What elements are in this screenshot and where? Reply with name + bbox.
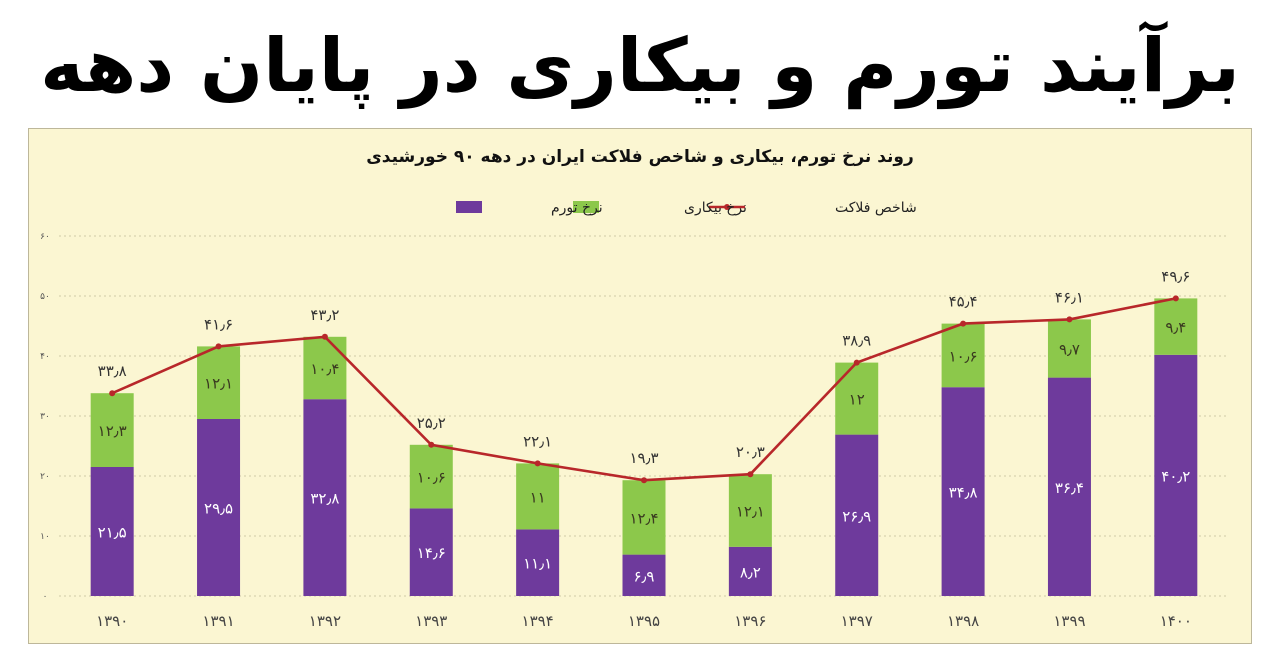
x-tick-label: ۱۳۹۴ xyxy=(522,612,554,630)
bar-unemployment xyxy=(90,393,134,467)
data-label-misery: ۴۹٫۶ xyxy=(1161,267,1190,285)
bar-unemployment xyxy=(728,474,772,547)
bar-unemployment xyxy=(1154,298,1198,355)
bar-inflation xyxy=(516,529,560,596)
page-headline: برآیند تورم و بیکاری در پایان دهه xyxy=(40,23,1240,109)
data-label-unemployment: ۱۰٫۴ xyxy=(310,360,339,378)
data-label-inflation: ۳۶٫۴ xyxy=(1055,479,1084,497)
data-label-inflation: ۶٫۹ xyxy=(634,567,655,585)
data-label-inflation: ۱۱٫۱ xyxy=(523,555,552,573)
data-label-unemployment: ۱۲٫۱ xyxy=(204,375,233,393)
point-misery-index xyxy=(641,477,647,484)
point-misery-index xyxy=(534,460,541,467)
x-tick-label: ۱۳۹۰ xyxy=(96,612,128,630)
legend-swatch-unemployment xyxy=(573,201,599,213)
data-label-unemployment: ۱۲٫۱ xyxy=(736,503,765,521)
data-label-inflation: ۲۹٫۵ xyxy=(204,500,233,518)
data-label-inflation: ۳۲٫۸ xyxy=(310,490,339,508)
data-label-inflation: ۸٫۲ xyxy=(740,563,761,581)
bar-unemployment xyxy=(941,323,985,388)
bar-inflation xyxy=(1047,377,1091,596)
x-tick-label: ۱۳۹۲ xyxy=(309,612,341,630)
y-tick-label: ۰ xyxy=(43,592,48,602)
y-tick-label: ۱۰ xyxy=(40,532,50,542)
point-misery-index xyxy=(428,441,435,448)
data-label-misery: ۲۰٫۳ xyxy=(736,443,765,461)
data-label-inflation: ۲۱٫۵ xyxy=(98,524,127,542)
bar-inflation xyxy=(1154,354,1198,596)
bar-inflation xyxy=(90,467,134,596)
bar-unemployment xyxy=(835,362,879,435)
data-label-misery: ۳۳٫۸ xyxy=(98,362,127,380)
bar-unemployment xyxy=(516,463,560,530)
data-label-misery: ۴۳٫۲ xyxy=(310,306,339,324)
point-misery-index xyxy=(1066,316,1073,323)
x-tick-label: ۱۴۰۰ xyxy=(1160,612,1192,630)
data-label-unemployment: ۱۰٫۶ xyxy=(949,347,978,365)
bar-inflation xyxy=(728,546,772,596)
data-label-misery: ۳۸٫۹ xyxy=(842,332,871,350)
y-tick-label: ۳۰ xyxy=(40,412,50,422)
data-label-misery: ۴۱٫۶ xyxy=(204,315,233,333)
legend-swatch-inflation xyxy=(456,201,482,213)
bar-inflation xyxy=(409,508,453,596)
point-misery-index xyxy=(321,333,328,340)
y-tick-label: ۵۰ xyxy=(40,292,50,302)
bar-unemployment xyxy=(1047,319,1091,378)
point-misery-index xyxy=(109,390,116,397)
y-tick-label: ۴۰ xyxy=(40,352,50,362)
data-label-unemployment: ۱۰٫۶ xyxy=(417,469,446,487)
bar-inflation xyxy=(835,434,879,596)
bar-unemployment xyxy=(197,346,241,419)
data-label-inflation: ۱۴٫۶ xyxy=(417,544,446,562)
point-misery-index xyxy=(1172,295,1179,302)
data-label-misery: ۲۲٫۱ xyxy=(523,432,552,450)
data-label-unemployment: ۹٫۷ xyxy=(1059,341,1080,359)
data-label-unemployment: ۱۱ xyxy=(530,488,546,506)
chart-panel: روند نرخ تورم، بیکاری و شاخص فلاکت ایران… xyxy=(28,128,1252,644)
point-misery-index xyxy=(853,359,860,366)
legend-label-misery: شاخص فلاکت xyxy=(835,200,917,216)
x-tick-label: ۱۳۹۹ xyxy=(1053,612,1085,630)
point-misery-index xyxy=(960,320,967,327)
chart-title: روند نرخ تورم، بیکاری و شاخص فلاکت ایران… xyxy=(366,147,914,167)
bar-inflation xyxy=(303,399,347,596)
data-label-unemployment: ۱۲٫۳ xyxy=(98,422,127,440)
data-label-unemployment: ۹٫۴ xyxy=(1165,319,1186,337)
x-tick-label: ۱۳۹۸ xyxy=(947,612,979,630)
bar-inflation xyxy=(622,554,666,596)
x-tick-label: ۱۳۹۶ xyxy=(734,612,766,630)
y-tick-label: ۶۰ xyxy=(40,232,50,242)
data-label-misery: ۴۶٫۱ xyxy=(1055,288,1084,306)
point-misery-index xyxy=(215,343,222,350)
data-label-misery: ۱۹٫۳ xyxy=(629,449,658,467)
x-tick-label: ۱۳۹۵ xyxy=(628,612,660,630)
legend-label-inflation: نرخ تورم xyxy=(551,200,603,216)
data-label-inflation: ۴۰٫۲ xyxy=(1161,467,1190,485)
bar-unemployment xyxy=(409,444,453,509)
data-label-misery: ۲۵٫۲ xyxy=(417,414,446,432)
point-misery-index xyxy=(747,471,754,478)
data-label-unemployment: ۱۲٫۴ xyxy=(629,509,658,527)
stacked-bar-line-chart: روند نرخ تورم، بیکاری و شاخص فلاکت ایران… xyxy=(40,147,1229,630)
bar-inflation xyxy=(941,387,985,596)
bar-inflation xyxy=(197,419,241,596)
x-tick-label: ۱۳۹۷ xyxy=(841,612,873,630)
data-label-inflation: ۳۴٫۸ xyxy=(949,484,978,502)
data-label-misery: ۴۵٫۴ xyxy=(949,293,978,311)
data-label-inflation: ۲۶٫۹ xyxy=(842,507,871,525)
y-tick-label: ۲۰ xyxy=(40,472,50,482)
legend-marker-misery xyxy=(724,204,730,210)
legend-label-unemployment: نرخ بیکاری xyxy=(684,200,747,216)
x-tick-label: ۱۳۹۱ xyxy=(202,612,234,630)
data-label-unemployment: ۱۲ xyxy=(849,391,865,409)
bar-unemployment xyxy=(303,336,347,400)
bar-unemployment xyxy=(622,480,666,555)
x-tick-label: ۱۳۹۳ xyxy=(415,612,447,630)
